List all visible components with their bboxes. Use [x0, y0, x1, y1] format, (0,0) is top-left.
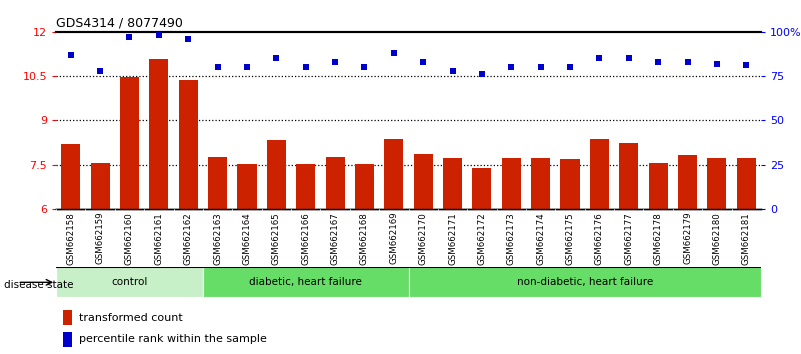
Bar	[737, 158, 756, 209]
Point	[240, 64, 253, 70]
Point	[211, 64, 224, 70]
Text: diabetic, heart failure: diabetic, heart failure	[249, 277, 362, 287]
Bar	[203, 267, 409, 297]
Bar	[120, 77, 139, 209]
Bar	[56, 267, 203, 297]
Bar	[63, 310, 72, 325]
Text: GSM662176: GSM662176	[595, 212, 604, 264]
Text: GSM662161: GSM662161	[155, 212, 163, 264]
Point	[64, 52, 77, 58]
Text: disease state: disease state	[4, 280, 74, 290]
Point	[476, 72, 489, 77]
Point	[152, 33, 165, 38]
Point	[740, 63, 753, 68]
Text: GSM662179: GSM662179	[683, 212, 692, 264]
Point	[358, 64, 371, 70]
Text: GSM662162: GSM662162	[183, 212, 193, 264]
Point	[300, 64, 312, 70]
Text: GSM662159: GSM662159	[95, 212, 105, 264]
Point	[534, 64, 547, 70]
Point	[446, 68, 459, 74]
Text: GSM662168: GSM662168	[360, 212, 369, 264]
Bar	[561, 159, 580, 209]
Point	[182, 36, 195, 42]
Bar	[355, 164, 374, 209]
Text: GSM662167: GSM662167	[331, 212, 340, 264]
Point	[652, 59, 665, 65]
Text: GSM662163: GSM662163	[213, 212, 222, 264]
Bar	[63, 332, 72, 347]
Point	[94, 68, 107, 74]
Bar	[149, 59, 168, 209]
Bar	[707, 158, 727, 209]
Point	[622, 56, 635, 61]
Bar	[267, 139, 286, 209]
Point	[681, 59, 694, 65]
Text: GSM662175: GSM662175	[566, 212, 574, 264]
Bar	[590, 139, 609, 209]
Bar	[208, 157, 227, 209]
Bar	[91, 163, 110, 209]
Text: GSM662180: GSM662180	[712, 212, 722, 264]
Point	[388, 50, 400, 56]
Bar	[409, 267, 761, 297]
Text: GSM662172: GSM662172	[477, 212, 486, 264]
Text: GSM662170: GSM662170	[419, 212, 428, 264]
Point	[593, 56, 606, 61]
Bar	[413, 154, 433, 209]
Point	[123, 34, 136, 40]
Point	[417, 59, 429, 65]
Bar	[325, 157, 344, 209]
Bar	[619, 143, 638, 209]
Text: transformed count: transformed count	[78, 313, 183, 323]
Text: non-diabetic, heart failure: non-diabetic, heart failure	[517, 277, 653, 287]
Bar	[384, 139, 404, 209]
Bar	[649, 162, 668, 209]
Point	[505, 64, 517, 70]
Bar	[237, 164, 256, 209]
Text: GSM662171: GSM662171	[448, 212, 457, 264]
Bar	[531, 158, 550, 209]
Text: GSM662177: GSM662177	[624, 212, 634, 264]
Text: percentile rank within the sample: percentile rank within the sample	[78, 335, 267, 344]
Text: GSM662158: GSM662158	[66, 212, 75, 264]
Point	[270, 56, 283, 61]
Text: GDS4314 / 8077490: GDS4314 / 8077490	[56, 16, 183, 29]
Text: GSM662181: GSM662181	[742, 212, 751, 264]
Text: GSM662166: GSM662166	[301, 212, 310, 264]
Bar	[179, 80, 198, 209]
Text: GSM662164: GSM662164	[243, 212, 252, 264]
Point	[328, 59, 341, 65]
Text: GSM662169: GSM662169	[389, 212, 398, 264]
Text: GSM662165: GSM662165	[272, 212, 281, 264]
Text: GSM662160: GSM662160	[125, 212, 134, 264]
Point	[564, 64, 577, 70]
Bar	[501, 158, 521, 209]
Bar	[296, 164, 316, 209]
Bar	[443, 158, 462, 209]
Point	[710, 61, 723, 67]
Text: GSM662178: GSM662178	[654, 212, 662, 264]
Bar	[473, 168, 492, 209]
Bar	[678, 155, 697, 209]
Text: GSM662173: GSM662173	[507, 212, 516, 264]
Text: GSM662174: GSM662174	[536, 212, 545, 264]
Text: control: control	[111, 277, 147, 287]
Bar	[61, 144, 80, 209]
